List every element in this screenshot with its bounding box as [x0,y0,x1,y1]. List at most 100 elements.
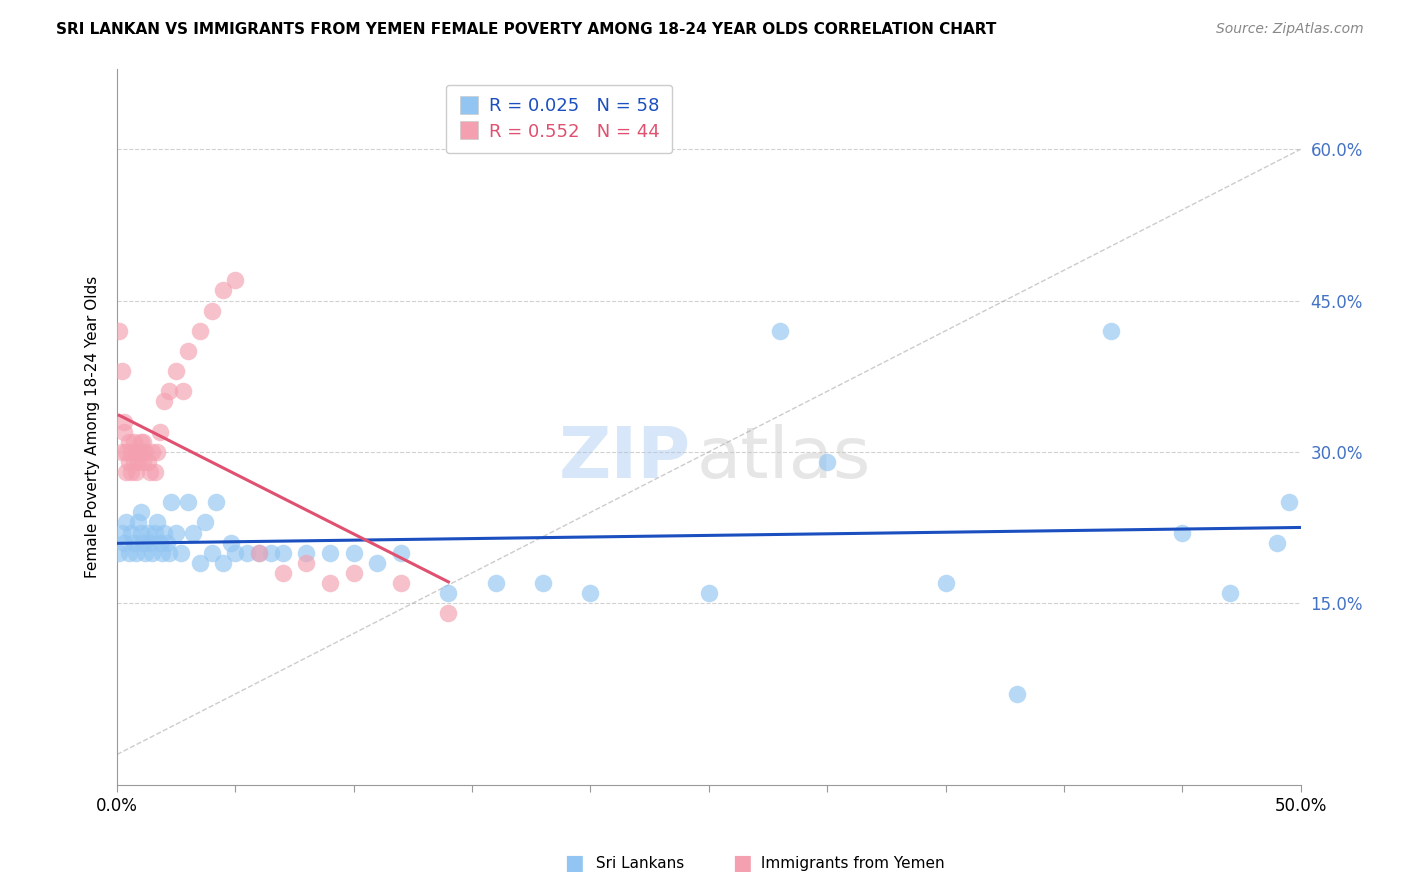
Point [343,566,366,580]
Point [127,516,149,530]
Point [271,566,294,580]
Point [366,556,388,570]
Point [129,525,152,540]
Point [437,607,460,621]
Point [148,535,170,549]
Point [153,394,176,409]
Point [201,546,224,560]
Point [139,465,162,479]
Point [129,445,152,459]
Point [112,535,135,549]
Point [134,445,156,459]
Text: SRI LANKAN VS IMMIGRANTS FROM YEMEN FEMALE POVERTY AMONG 18-24 YEAR OLDS CORRELA: SRI LANKAN VS IMMIGRANTS FROM YEMEN FEMA… [56,22,997,37]
Point [247,546,270,560]
Point [247,546,270,560]
Point [295,556,318,570]
Point [112,425,135,439]
Point [205,495,228,509]
Point [160,495,183,509]
Point [177,495,200,509]
Point [129,434,152,449]
Point [181,525,204,540]
Point [146,516,169,530]
Point [271,546,294,560]
Point [319,546,342,560]
Point [172,384,194,399]
Point [125,445,148,459]
Point [389,576,412,591]
Point [115,465,138,479]
Point [188,556,211,570]
Text: ■: ■ [733,854,752,873]
Point [193,516,215,530]
Point [165,525,187,540]
Point [143,525,166,540]
Point [156,535,179,549]
Point [212,556,235,570]
Point [127,455,149,469]
Point [111,525,134,540]
Point [134,546,156,560]
Point [389,546,412,560]
Point [111,445,134,459]
Point [146,445,169,459]
Point [177,343,200,358]
Point [219,535,242,549]
Text: Source: ZipAtlas.com: Source: ZipAtlas.com [1216,22,1364,37]
Point [212,284,235,298]
Point [148,425,170,439]
Text: atlas: atlas [697,425,872,493]
Point [143,465,166,479]
Point [188,324,211,338]
Point [120,525,142,540]
Point [157,546,180,560]
Text: Immigrants from Yemen: Immigrants from Yemen [756,856,945,871]
Text: Sri Lankans: Sri Lankans [591,856,683,871]
Point [112,415,135,429]
Point [1005,687,1028,701]
Point [136,455,159,469]
Point [935,576,957,591]
Text: ZIP: ZIP [558,425,692,493]
Point [224,273,246,287]
Point [769,324,792,338]
Point [319,576,342,591]
Point [118,434,141,449]
Point [115,516,138,530]
Point [150,546,173,560]
Y-axis label: Female Poverty Among 18-24 Year Olds: Female Poverty Among 18-24 Year Olds [86,276,100,578]
Point [132,535,155,549]
Point [132,434,155,449]
Point [1265,535,1288,549]
Point [120,465,142,479]
Point [120,445,142,459]
Point [295,546,318,560]
Point [170,546,193,560]
Text: ■: ■ [564,854,583,873]
Point [141,445,163,459]
Point [127,445,149,459]
Point [485,576,508,591]
Point [125,546,148,560]
Point [437,586,460,600]
Point [165,364,187,378]
Point [1219,586,1241,600]
Legend: R = 0.025   N = 58, R = 0.552   N = 44: R = 0.025 N = 58, R = 0.552 N = 44 [446,85,672,153]
Point [1171,525,1194,540]
Point [139,535,162,549]
Point [236,546,259,560]
Point [224,546,246,560]
Point [122,535,145,549]
Point [1278,495,1301,509]
Point [125,465,148,479]
Point [122,434,145,449]
Point [153,525,176,540]
Point [132,455,155,469]
Point [815,455,838,469]
Point [115,445,138,459]
Point [201,303,224,318]
Point [111,364,134,378]
Point [122,455,145,469]
Point [118,455,141,469]
Point [108,546,131,560]
